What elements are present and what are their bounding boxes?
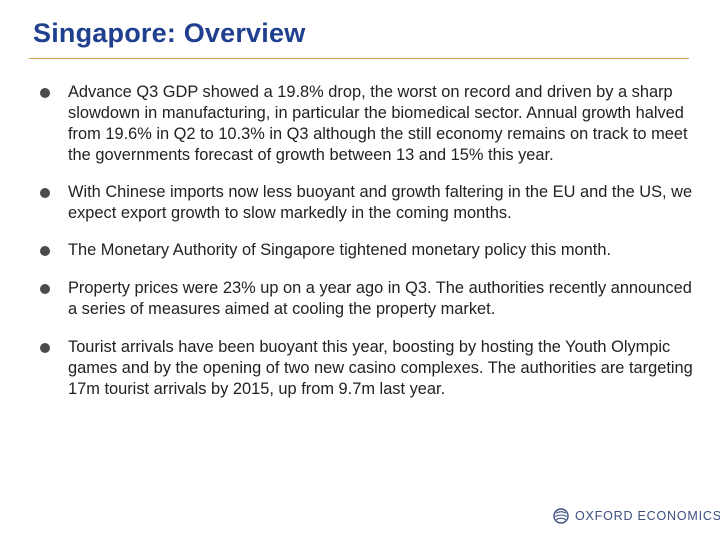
- logo-text: OXFORD ECONOMICS: [575, 509, 720, 523]
- bullet-dot-icon: [40, 284, 50, 294]
- bullet-item: Advance Q3 GDP showed a 19.8% drop, the …: [40, 82, 695, 166]
- bullet-item: Tourist arrivals have been buoyant this …: [40, 337, 695, 400]
- bullet-text: With Chinese imports now less buoyant an…: [68, 183, 693, 222]
- bullet-dot-icon: [40, 343, 50, 353]
- bullet-text: Property prices were 23% up on a year ag…: [68, 279, 692, 318]
- bullet-dot-icon: [40, 188, 50, 198]
- globe-icon: [553, 508, 569, 524]
- bullet-list: Advance Q3 GDP showed a 19.8% drop, the …: [40, 82, 695, 416]
- bullet-item: With Chinese imports now less buoyant an…: [40, 182, 695, 224]
- bullet-dot-icon: [40, 246, 50, 256]
- title-divider: [29, 58, 689, 59]
- oxford-economics-logo: OXFORD ECONOMICS: [553, 506, 720, 526]
- bullet-item: The Monetary Authority of Singapore tigh…: [40, 240, 695, 261]
- bullet-item: Property prices were 23% up on a year ag…: [40, 278, 695, 320]
- bullet-text: Advance Q3 GDP showed a 19.8% drop, the …: [68, 83, 688, 164]
- slide-title: Singapore: Overview: [33, 18, 306, 48]
- bullet-text: The Monetary Authority of Singapore tigh…: [68, 241, 612, 259]
- bullet-dot-icon: [40, 88, 50, 98]
- bullet-text: Tourist arrivals have been buoyant this …: [68, 338, 693, 398]
